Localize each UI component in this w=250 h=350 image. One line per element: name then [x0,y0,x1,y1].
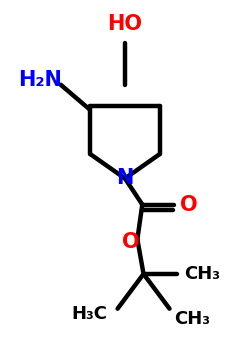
Text: CH₃: CH₃ [174,310,210,328]
Text: N: N [116,168,134,188]
Text: CH₃: CH₃ [184,265,220,283]
Text: O: O [122,232,140,252]
Text: H₂N: H₂N [18,70,62,90]
Text: O: O [180,195,198,215]
Text: H₃C: H₃C [71,305,107,323]
Text: HO: HO [108,14,142,34]
